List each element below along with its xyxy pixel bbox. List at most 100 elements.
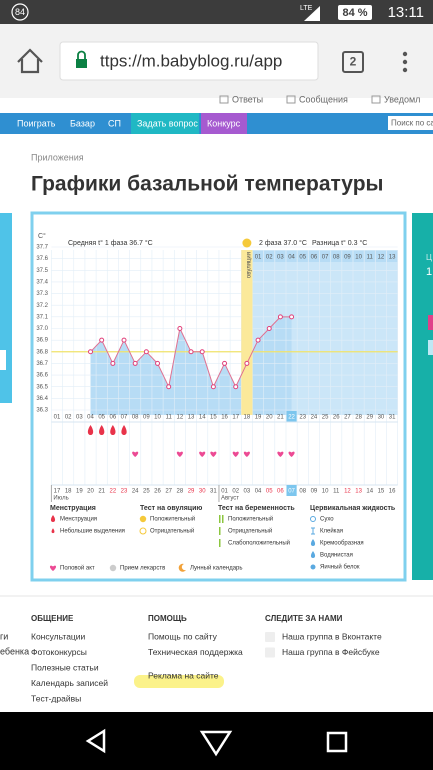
menu-button[interactable] — [402, 51, 408, 73]
temperature-point — [99, 337, 105, 343]
url-box[interactable] — [59, 41, 319, 81]
breadcrumb[interactable]: Приложения — [31, 152, 84, 162]
legend-item: Положительный — [228, 516, 273, 523]
legend-icon — [178, 563, 186, 572]
footer-link[interactable]: Тест-драйвы — [31, 693, 81, 703]
footer-link[interactable]: Полезные статьи — [31, 662, 99, 672]
x-tick-label: 27 — [344, 415, 351, 421]
footer-link[interactable]: Помощь по сайту — [148, 631, 218, 641]
date-label: 28 — [177, 489, 184, 495]
menstruation-drop — [121, 425, 127, 435]
x-tick-label: 12 — [177, 415, 184, 421]
notification-icon — [11, 3, 29, 21]
legend-item: Клейкая — [320, 528, 343, 535]
date-label: 11 — [333, 489, 340, 495]
temperature-point — [266, 326, 272, 331]
date-label: 06 — [277, 489, 284, 495]
legend-item: Лунный календарь — [190, 565, 243, 572]
footer-link[interactable]: Техническая поддержка — [148, 647, 243, 657]
search-placeholder: Поиск по сайту — [391, 119, 433, 128]
intercourse-heart — [277, 451, 284, 457]
date-label: 27 — [165, 489, 172, 495]
phase2-cell — [342, 251, 353, 262]
y-tick-label: 36.8 — [36, 349, 48, 355]
x-tick-label: 14 — [199, 415, 206, 421]
x-tick-label: 16 — [221, 415, 228, 421]
footer-link[interactable]: Календарь записей — [31, 678, 108, 688]
ovulation-dot — [242, 238, 252, 248]
footer-link[interactable]: Наша группа в Вконтакте — [282, 631, 382, 641]
date-label: 30 — [199, 489, 206, 495]
footer-link[interactable]: Консультации — [31, 631, 86, 641]
back-button[interactable] — [85, 728, 106, 754]
x-tick-label: 19 — [255, 415, 262, 421]
nav-item[interactable]: Поиграть — [17, 118, 56, 128]
phase2-day: 09 — [344, 255, 351, 261]
x-tick-label: 01 — [54, 415, 61, 421]
legend-item: Отрицательный — [228, 528, 272, 535]
nav-item[interactable]: СП — [108, 118, 121, 128]
home-nav-button[interactable] — [199, 730, 233, 757]
x-tick-label: 24 — [311, 415, 318, 421]
legend-item: Слабоположительный — [228, 540, 290, 547]
link-icon — [219, 95, 229, 104]
recents-button[interactable] — [326, 731, 348, 753]
date-label: 24 — [132, 489, 139, 495]
top-link[interactable]: Ответы — [232, 94, 263, 104]
home-button[interactable] — [17, 48, 43, 74]
x-tick-label: 04 — [87, 415, 94, 421]
footer-link[interactable]: Фотоконкурсы — [31, 647, 87, 657]
footer-link[interactable]: Наша группа в Фейсбуке — [282, 647, 380, 657]
date-label: 07 — [288, 489, 295, 495]
nav-item[interactable]: Конкурс — [207, 118, 241, 128]
temperature-point — [255, 337, 261, 343]
temperature-point — [110, 360, 116, 366]
top-link[interactable]: Сообщения — [299, 94, 348, 104]
footer-fragment[interactable]: ебенка — [0, 646, 29, 656]
phase2-cell — [375, 251, 387, 262]
y-tick-label: 37.1 — [36, 314, 48, 320]
nav-item[interactable]: Базар — [70, 118, 95, 128]
phase2-cell — [297, 251, 308, 262]
right-panel-button[interactable] — [428, 315, 433, 330]
y-tick-label: 37.5 — [36, 268, 48, 274]
intercourse-heart — [132, 451, 139, 457]
menstruation-drop — [87, 425, 94, 435]
temperature-point — [289, 314, 295, 320]
temperature-point — [88, 349, 94, 355]
legend-icon — [50, 515, 56, 522]
date-label: 25 — [143, 489, 150, 495]
left-panel-field — [0, 350, 6, 370]
x-tick-label: 26 — [333, 415, 340, 421]
legend-icon — [311, 527, 315, 535]
legend-icon — [310, 539, 316, 546]
left-panel — [0, 213, 12, 403]
y-tick-label: 36.4 — [36, 396, 48, 402]
footer-fragment[interactable]: ги — [0, 631, 8, 641]
phase2-average: 2 фаза 37.0 °C — [259, 239, 307, 247]
temperature-point — [199, 349, 205, 355]
phase2-day: 10 — [355, 255, 362, 261]
legend-item: Прием лекарств — [120, 566, 165, 572]
legend-item: Сухо — [320, 517, 334, 523]
difference: Разница t° 0.3 °C — [312, 239, 367, 247]
phase1-average: Средняя t° 1 фаза 36.7 °C — [68, 239, 153, 247]
nav-item[interactable]: Задать вопрос — [137, 118, 198, 128]
time: 13:11 — [388, 4, 424, 21]
legend-item: Положительный — [150, 516, 195, 523]
today-cell — [286, 411, 297, 422]
footer-link[interactable]: Реклама на сайте — [148, 670, 219, 680]
battery-icon — [338, 5, 372, 20]
date-label: 14 — [366, 489, 373, 495]
legend-item: Небольшие выделения — [60, 529, 125, 535]
x-tick-label: 22 — [288, 415, 295, 421]
temperature-point — [177, 326, 183, 331]
phase2-day: 01 — [255, 255, 262, 261]
top-link[interactable]: Уведомл — [384, 94, 420, 104]
x-tick-label: 30 — [378, 415, 385, 421]
search-box[interactable] — [388, 116, 433, 130]
x-tick-label: 13 — [188, 415, 195, 421]
today-date-cell — [286, 485, 297, 496]
tabs-button[interactable] — [342, 51, 364, 73]
page-title: Графики базальной температуры — [31, 173, 383, 196]
